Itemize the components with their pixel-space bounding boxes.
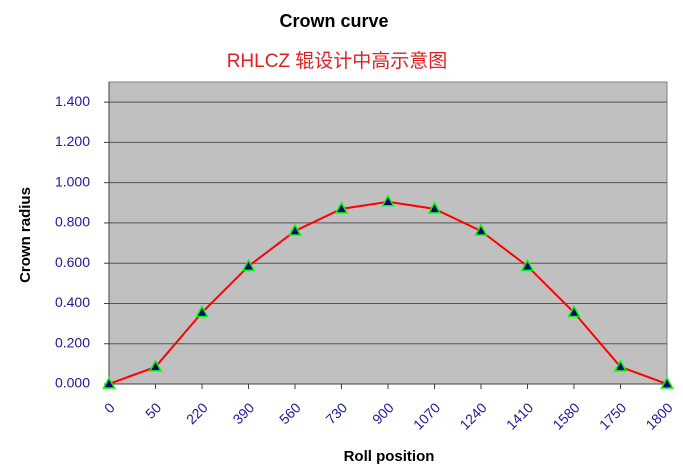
x-tick-label: 1410: [503, 399, 536, 432]
x-tick-label: 1580: [549, 399, 582, 432]
marker: [660, 376, 674, 389]
y-tick-label: 0.000: [55, 375, 90, 391]
marker: [567, 304, 581, 318]
x-tick-label: 730: [322, 399, 350, 427]
y-tick-label: 1.400: [55, 93, 90, 109]
marker: [148, 359, 163, 372]
marker: [195, 304, 209, 318]
y-tick-label: 0.600: [55, 254, 90, 270]
marker: [381, 194, 395, 207]
chart-subtitle: RHLCZ 辊设计中高示意图: [227, 50, 448, 72]
x-tick-label: 1750: [596, 399, 629, 432]
x-tick-label: 900: [369, 399, 397, 427]
marker: [241, 258, 256, 271]
marker: [334, 201, 349, 214]
marker: [613, 359, 628, 372]
x-tick-label: 1070: [410, 399, 443, 432]
plot-area: [108, 81, 668, 385]
x-tick-label: 1240: [456, 399, 489, 432]
marker: [288, 223, 302, 236]
marker: [427, 201, 442, 214]
x-tick-label: 560: [276, 399, 304, 427]
y-tick-label: 1.200: [55, 133, 90, 149]
marker: [520, 258, 535, 271]
marker: [474, 223, 488, 236]
x-tick-label: 0: [101, 399, 118, 416]
x-tick-label: 220: [183, 399, 211, 427]
y-tick-label: 1.000: [55, 173, 90, 189]
x-tick-label: 50: [142, 399, 164, 421]
x-tick-label: 390: [229, 399, 257, 427]
chart-title: Crown curve: [279, 11, 388, 31]
x-axis-label: Roll position: [344, 448, 435, 465]
y-tick-label: 0.800: [55, 214, 90, 230]
y-tick-label: 0.200: [55, 334, 90, 350]
x-tick-label: 1800: [642, 399, 675, 432]
y-tick-label: 0.400: [55, 294, 90, 310]
y-axis-label: Crown radius: [17, 187, 34, 283]
marker: [102, 376, 116, 389]
